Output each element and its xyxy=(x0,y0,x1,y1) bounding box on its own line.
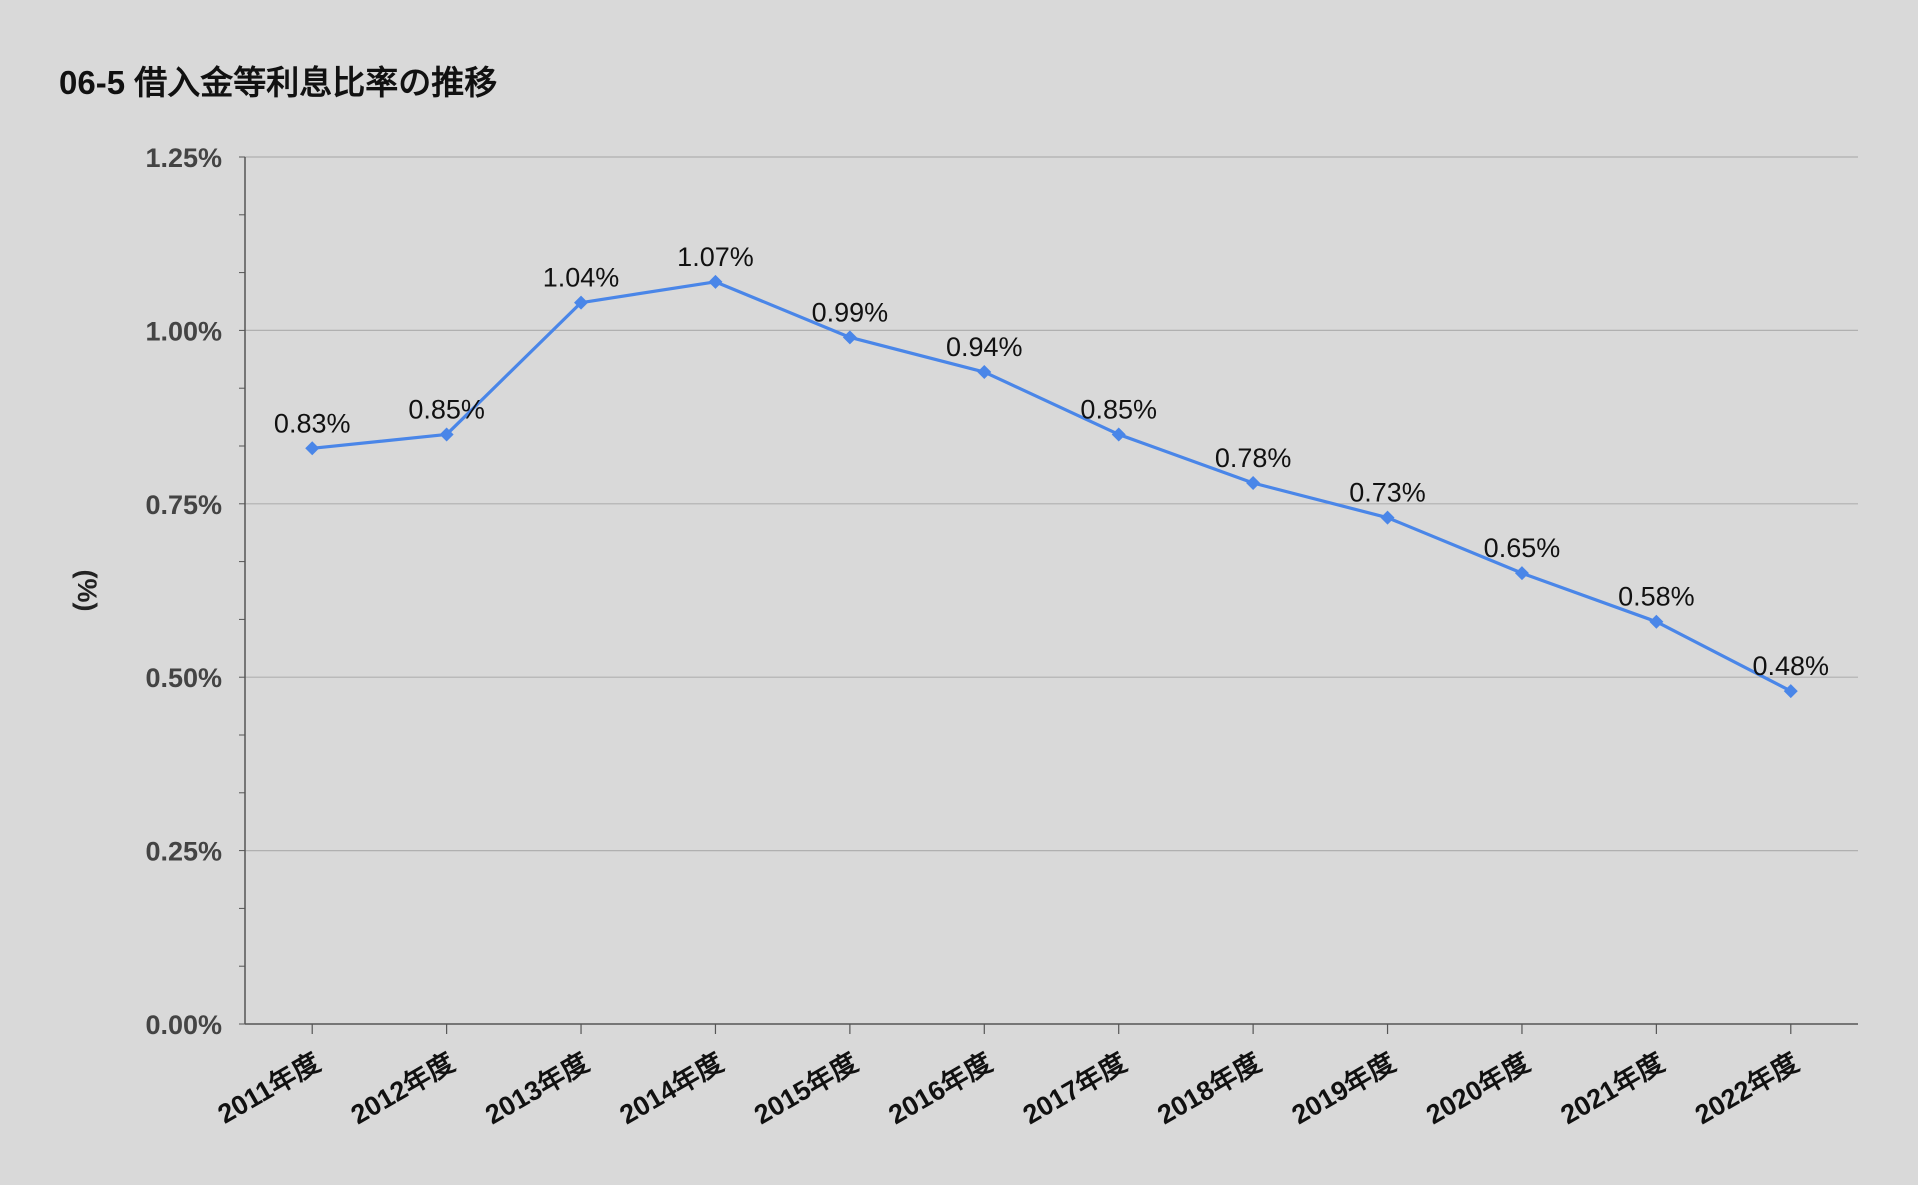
data-point-1 xyxy=(439,427,454,442)
data-label-2: 1.04% xyxy=(543,263,620,293)
data-point-3 xyxy=(708,274,723,289)
data-point-5 xyxy=(977,365,992,380)
data-label-9: 0.65% xyxy=(1484,533,1561,563)
y-axis-title: (%) xyxy=(72,570,102,612)
data-point-8 xyxy=(1380,510,1395,525)
x-tick-label-8: 2019年度 xyxy=(1286,1046,1400,1130)
y-tick-label-2: 0.50% xyxy=(145,663,222,693)
y-tick-labels: 0.00% 0.25% 0.50% 0.75% 1.00% 1.25% xyxy=(145,143,222,1040)
data-label-6: 0.85% xyxy=(1080,394,1157,424)
data-label-4: 0.99% xyxy=(812,297,889,327)
data-point-10 xyxy=(1649,614,1664,629)
data-point-11 xyxy=(1783,684,1798,699)
x-tick-label-7: 2018年度 xyxy=(1152,1046,1266,1130)
data-label-11: 0.48% xyxy=(1753,651,1830,681)
x-tick-label-9: 2020年度 xyxy=(1421,1046,1535,1130)
gridlines xyxy=(245,156,1858,852)
series xyxy=(305,274,1798,699)
x-tick-label-6: 2017年度 xyxy=(1017,1046,1131,1130)
data-point-2 xyxy=(574,295,589,310)
data-label-1: 0.85% xyxy=(408,394,485,424)
data-label-8: 0.73% xyxy=(1349,478,1426,508)
data-point-7 xyxy=(1246,475,1261,490)
y-tick-label-5: 1.25% xyxy=(145,143,222,173)
x-tick-label-5: 2016年度 xyxy=(883,1046,997,1130)
x-tick-labels: 2011年度 2012年度 2013年度 2014年度 2015年度 2016年度 2017… xyxy=(212,1046,1804,1130)
data-label-0: 0.83% xyxy=(274,408,351,438)
y-tick-label-0: 0.00% xyxy=(145,1010,222,1040)
data-point-0 xyxy=(305,441,320,456)
series-line-0 xyxy=(312,280,1792,693)
x-tick-label-2: 2013年度 xyxy=(480,1046,594,1130)
x-tick-label-1: 2012年度 xyxy=(345,1046,459,1130)
x-tick-label-4: 2015年度 xyxy=(749,1046,863,1130)
data-label-7: 0.78% xyxy=(1215,443,1292,473)
x-tick-label-0: 2011年度 xyxy=(212,1046,325,1129)
x-tick-label-11: 2022年度 xyxy=(1689,1046,1803,1130)
data-point-9 xyxy=(1514,566,1529,581)
data-label-3: 1.07% xyxy=(677,242,754,272)
x-tick-label-3: 2014年度 xyxy=(614,1046,728,1130)
chart-title: 06-5 借入金等利息比率の推移 xyxy=(59,64,498,101)
y-tick-label-1: 0.25% xyxy=(145,837,222,867)
data-point-4 xyxy=(842,330,857,345)
data-labels: 0.83% 0.85% 1.04% 1.07% 0.99% 0.94% 0.85% 0.78%… xyxy=(274,242,1829,681)
data-label-10: 0.58% xyxy=(1618,582,1695,612)
axes xyxy=(239,156,1858,1034)
data-point-6 xyxy=(1111,427,1126,442)
x-tick-label-10: 2021年度 xyxy=(1555,1046,1669,1130)
data-label-5: 0.94% xyxy=(946,332,1023,362)
y-tick-label-4: 1.00% xyxy=(145,316,222,346)
y-tick-label-3: 0.75% xyxy=(145,490,222,520)
